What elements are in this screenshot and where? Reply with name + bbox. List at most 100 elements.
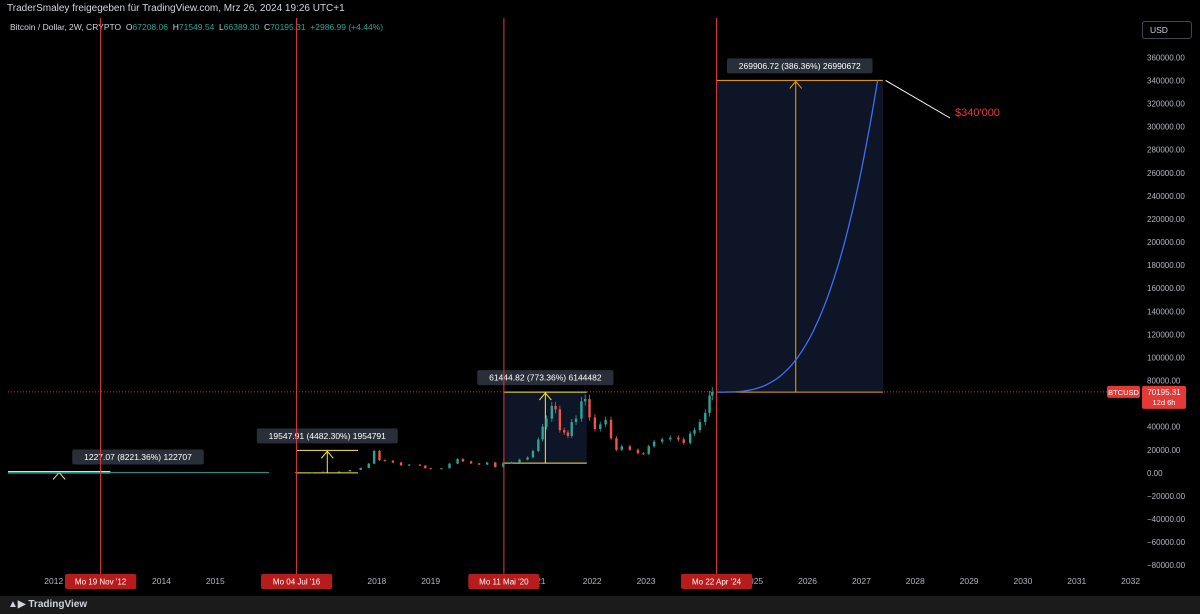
candle	[708, 395, 711, 413]
y-tick-label: 0.00	[1147, 469, 1163, 478]
candle	[399, 462, 403, 466]
candle	[424, 465, 427, 469]
candle	[677, 437, 680, 440]
candle	[337, 471, 341, 473]
y-tick-label: −60000.00	[1147, 538, 1186, 547]
measure-label-bg	[477, 370, 614, 386]
measure-arrow-head	[52, 471, 66, 480]
candle	[477, 463, 481, 465]
y-tick-label: 160000.00	[1147, 284, 1185, 293]
candle	[660, 439, 664, 442]
candle	[294, 472, 298, 474]
candle	[378, 450, 381, 461]
footer-bar: ▲▶ TradingView	[0, 596, 1200, 614]
candle	[652, 441, 656, 447]
vertical-line-date-bg	[468, 574, 540, 589]
tradingview-icon: ▲▶	[8, 599, 29, 610]
candle	[628, 446, 632, 450]
measure-label-bg	[256, 428, 398, 444]
y-tick-label: 200000.00	[1147, 238, 1185, 247]
candle	[469, 461, 473, 464]
candle	[609, 419, 613, 439]
candle	[647, 446, 650, 454]
x-tick-label: 2012	[44, 576, 63, 586]
candle	[558, 409, 562, 431]
brand-name: TradingView	[28, 599, 88, 610]
share-header: TraderSmaley freigegeben für TradingView…	[0, 0, 1200, 18]
x-tick-label: 2018	[367, 576, 386, 586]
x-tick-label: 2019	[421, 576, 440, 586]
candle	[566, 432, 570, 436]
high-value: 71549.54	[178, 22, 215, 32]
candle	[372, 450, 376, 464]
candle	[456, 459, 459, 464]
candle	[367, 463, 370, 468]
y-tick-label: 180000.00	[1147, 261, 1185, 270]
change-value: +2986.99 (+4.44%)	[310, 22, 384, 32]
candle	[418, 464, 422, 466]
measure-label-bg	[72, 449, 204, 465]
price-tag-countdown: 12d 6h	[1153, 398, 1176, 407]
candle	[545, 418, 548, 427]
candle	[531, 450, 535, 458]
candle	[580, 401, 583, 419]
projection-curve	[716, 80, 879, 393]
candle	[429, 468, 432, 470]
x-tick-label: 2026	[798, 576, 817, 586]
y-tick-label: 80000.00	[1147, 377, 1181, 386]
high-label: H	[172, 22, 179, 32]
candle	[502, 462, 505, 468]
vertical-line-date-bg	[260, 574, 333, 589]
measure-area	[716, 80, 883, 393]
open-value: 67208.06	[132, 22, 168, 32]
vertical-line-date-bg	[680, 574, 753, 589]
price-tag-value: 70195.31	[1147, 388, 1181, 397]
measure-label: 1227.07 (8221.36%) 122707	[84, 452, 192, 462]
candle	[348, 469, 352, 472]
vertical-line-date: Mo 11 Mai '20	[479, 578, 529, 587]
candle	[620, 446, 624, 450]
candle	[321, 471, 325, 473]
currency-button[interactable]: USD	[1142, 21, 1192, 39]
candle	[593, 417, 597, 430]
y-tick-label: 340000.00	[1147, 76, 1185, 85]
currency-label: USD	[1150, 25, 1168, 35]
y-tick-label: 40000.00	[1147, 423, 1181, 432]
measure-label: 19547.91 (4482.30%) 1954791	[269, 431, 386, 441]
vertical-line-date-bg	[65, 574, 137, 589]
measure-label: 61444.82 (773.36%) 6144482	[489, 373, 602, 383]
x-tick-label: 2023	[637, 576, 656, 586]
y-tick-label: 320000.00	[1147, 99, 1185, 108]
candle	[518, 459, 521, 463]
candle	[570, 422, 573, 436]
y-tick-label: −40000.00	[1147, 515, 1186, 524]
candle	[698, 422, 702, 431]
price-axis	[1140, 40, 1200, 596]
candle	[669, 437, 672, 440]
close-value: 70195.31	[270, 22, 306, 32]
candle	[440, 468, 443, 470]
measure-arrow-head	[320, 450, 334, 459]
symbol-legend: Bitcoin / Dollar, 2W, CRYPTO O67208.06 H…	[10, 22, 383, 32]
y-tick-label: 20000.00	[1147, 446, 1181, 455]
tradingview-logo[interactable]: ▲▶ TradingView	[8, 599, 87, 610]
candle	[562, 430, 566, 433]
target-annotation: $340'000	[955, 107, 1000, 119]
y-tick-label: −20000.00	[1147, 492, 1186, 501]
symbol-name[interactable]: Bitcoin / Dollar, 2W, CRYPTO	[10, 22, 122, 32]
x-tick-label: 2029	[960, 576, 979, 586]
candle	[682, 439, 685, 443]
candle	[383, 460, 387, 462]
x-tick-label: 2031	[1067, 576, 1086, 586]
price-chart[interactable]: 360000.00 340000.00 320000.00 300000.00 2800…	[0, 0, 1200, 596]
price-tag-bg	[1142, 385, 1186, 409]
candle	[537, 439, 540, 451]
share-header-text: TraderSmaley freigegeben für TradingView…	[7, 3, 345, 14]
candle	[688, 433, 692, 443]
candle	[588, 399, 591, 418]
price-tag-symbol: BTCUSD	[1108, 388, 1139, 397]
candle	[574, 418, 578, 423]
x-tick-label: 2022	[583, 576, 602, 586]
candle	[711, 391, 714, 396]
y-tick-label: 300000.00	[1147, 123, 1185, 132]
